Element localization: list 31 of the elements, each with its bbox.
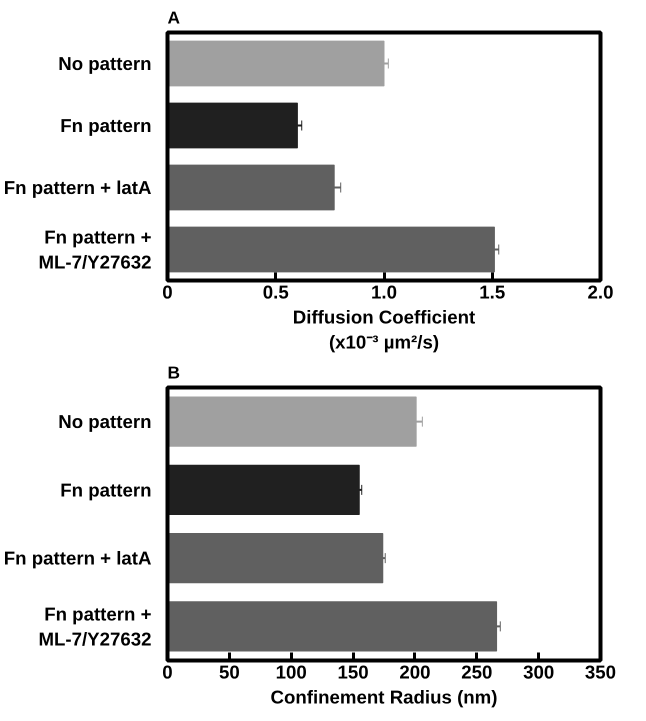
x-tick-label: 150	[338, 662, 369, 682]
bar	[168, 40, 384, 86]
x-axis-title: Diffusion Coefficient (x10⁻³ µm²/s)	[292, 306, 476, 353]
bar	[168, 533, 384, 584]
y-tick-label: Fn pattern + ML-7/Y27632	[38, 226, 152, 273]
x-tick-label: 50	[218, 662, 240, 682]
chart-title: B	[168, 362, 180, 382]
x-tick-label: 1.0	[371, 282, 397, 302]
x-tick-label: 0	[162, 282, 173, 302]
x-tick-label: 300	[523, 662, 554, 682]
y-tick-label: Fn pattern	[60, 115, 152, 136]
bar	[168, 102, 298, 148]
y-tick-label: Fn pattern + ML-7/Y27632	[38, 603, 152, 650]
x-tick-label: 350	[584, 662, 616, 682]
x-tick-label: 1.5	[479, 282, 506, 302]
x-tick-label: 0.5	[262, 282, 289, 302]
y-tick-label: Fn pattern + latA	[4, 177, 152, 198]
x-axis-title: Confinement Radius (nm)	[270, 686, 498, 708]
x-tick-label: 100	[276, 662, 307, 682]
x-tick-label: 200	[399, 662, 431, 682]
chart-title: A	[168, 8, 180, 28]
y-tick-label: No pattern	[58, 53, 152, 74]
x-tick-label: 2.0	[588, 282, 614, 302]
y-tick-label: Fn pattern	[60, 479, 152, 500]
bar	[168, 464, 360, 515]
y-tick-label: Fn pattern + latA	[4, 548, 152, 569]
y-tick-label: No pattern	[58, 411, 152, 432]
bar	[168, 226, 495, 272]
x-tick-label: 0	[162, 662, 173, 682]
bar	[168, 601, 498, 652]
x-tick-label: 250	[461, 662, 492, 682]
